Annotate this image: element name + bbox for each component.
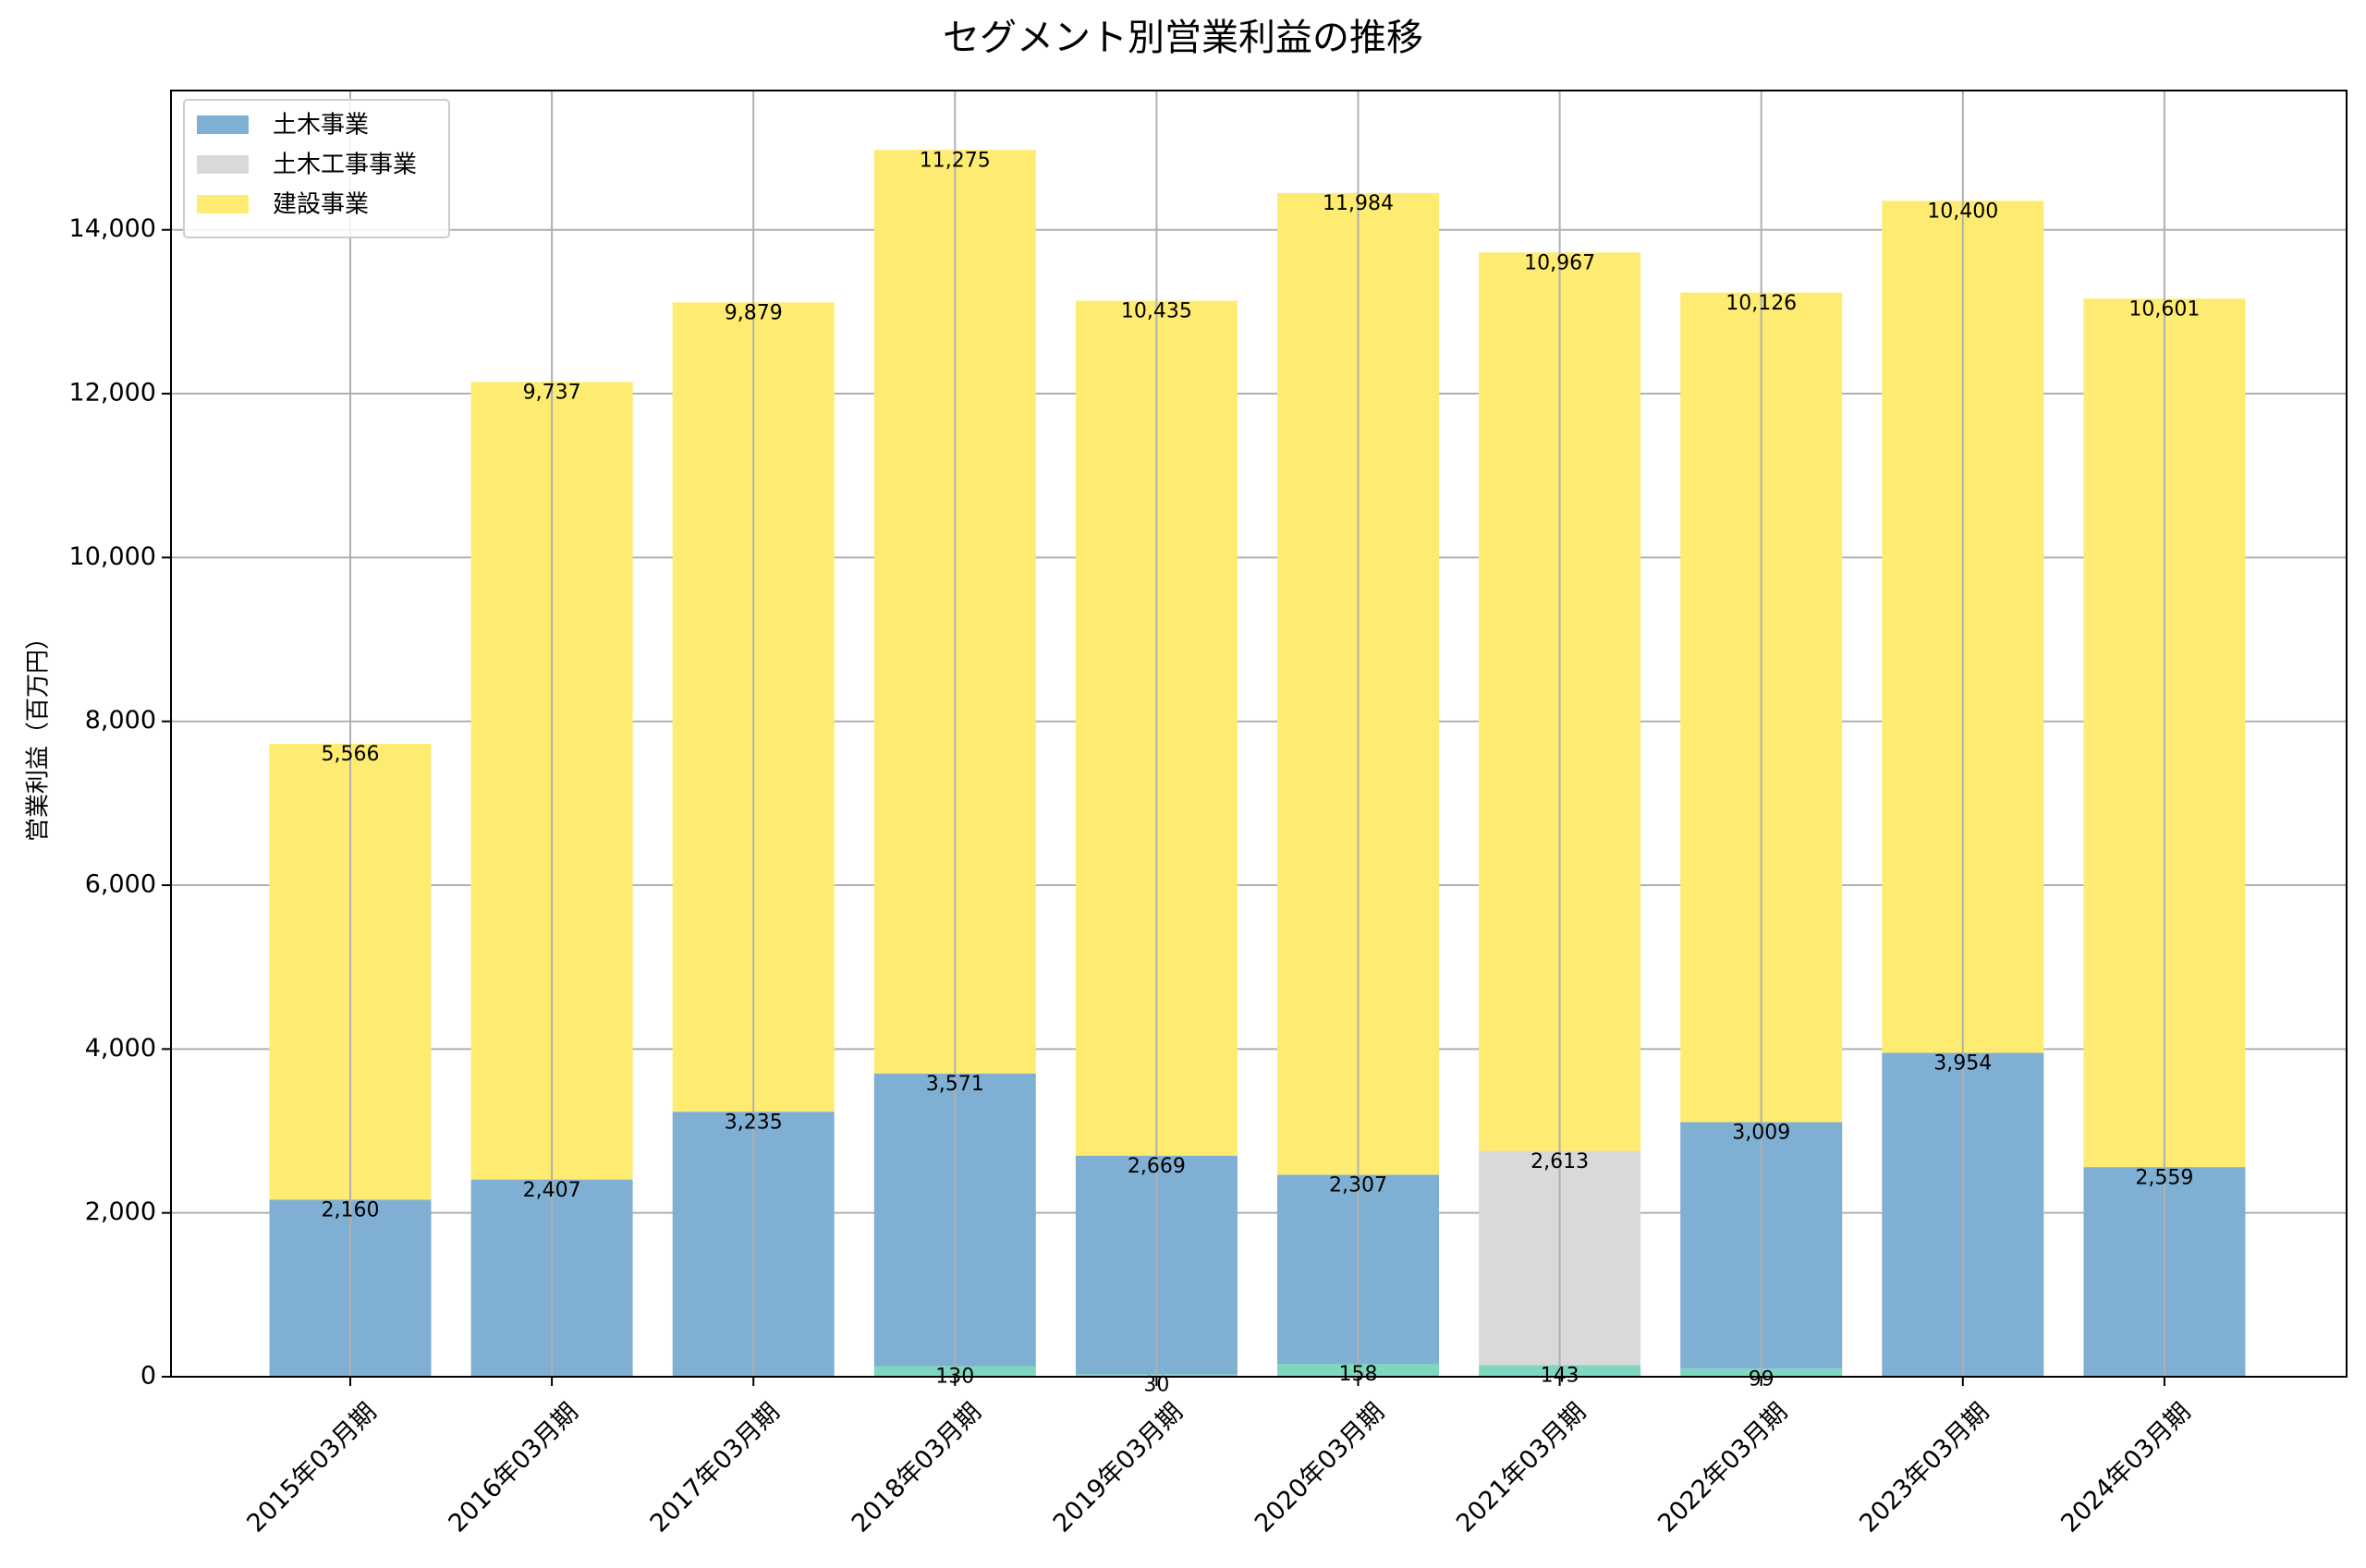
data-label-doboku: 3,571 xyxy=(926,1073,984,1096)
data-label-kensetsu: 10,400 xyxy=(1927,201,1998,224)
data-labels: 130 30 158 143 992,1602,4073,2353,5712,6692,… xyxy=(322,149,2201,1396)
x-tick-label: 2016年03月期 xyxy=(444,1398,584,1538)
data-label-dobokukouji: 2,613 xyxy=(1531,1150,1589,1173)
y-tick-label: 0 xyxy=(140,1362,156,1391)
data-label-doboku: 2,160 xyxy=(322,1199,380,1222)
data-label-doboku: 2,669 xyxy=(1128,1155,1186,1178)
data-label-doboku: 3,954 xyxy=(1933,1052,1992,1076)
legend-swatch-dobokukouji xyxy=(197,155,249,174)
legend-label-kensetsu: 建設事業 xyxy=(273,191,369,219)
legend-label-dobokukouji: 土木工事事業 xyxy=(273,152,417,179)
y-tick-label: 12,000 xyxy=(69,379,156,407)
y-tick-label: 10,000 xyxy=(69,542,156,571)
data-label-doboku: 2,407 xyxy=(523,1179,581,1202)
x-tick-label: 2015年03月期 xyxy=(241,1398,382,1538)
y-axis-label: 営業利益（百万円） xyxy=(25,626,53,842)
y-axis: 0 2,000 4,000 6,000 8,000 10,000 12,000 14,000 xyxy=(69,214,171,1391)
x-tick-label: 2021年03月期 xyxy=(1451,1398,1592,1538)
chart-title: セグメント別営業利益の推移 xyxy=(943,17,1423,59)
legend-swatch-kensetsu xyxy=(197,195,249,213)
x-tick-label: 2023年03月期 xyxy=(1854,1398,1994,1538)
legend-swatch-doboku xyxy=(197,115,249,134)
x-tick-label: 2022年03月期 xyxy=(1653,1398,1793,1538)
x-tick-label: 2020年03月期 xyxy=(1250,1398,1390,1538)
x-tick-label: 2018年03月期 xyxy=(847,1398,987,1538)
x-tick-label: 2024年03月期 xyxy=(2055,1398,2196,1538)
x-tick-label: 2017年03月期 xyxy=(645,1398,786,1538)
y-tick-label: 8,000 xyxy=(85,706,156,735)
data-label-kensetsu: 9,737 xyxy=(523,381,581,404)
y-tick-label: 14,000 xyxy=(69,214,156,243)
data-label-kensetsu: 11,984 xyxy=(1323,192,1394,215)
x-axis: 2015年03月期 2016年03月期 2017年03月期 2018年03月期 2019… xyxy=(241,1377,2196,1538)
data-label-doboku: 3,009 xyxy=(1732,1122,1790,1145)
y-tick-label: 4,000 xyxy=(85,1034,156,1063)
y-tick-label: 6,000 xyxy=(85,870,156,899)
data-label-kensetsu: 5,566 xyxy=(322,743,380,766)
x-tick-label: 2019年03月期 xyxy=(1048,1398,1189,1538)
data-label-doboku: 3,235 xyxy=(725,1111,783,1134)
plot-frame xyxy=(170,90,2348,1378)
data-label-kensetsu: 10,967 xyxy=(1524,251,1595,274)
legend-frame xyxy=(183,99,450,238)
data-label-doboku: 2,307 xyxy=(1329,1174,1387,1197)
vertical-grid xyxy=(349,91,2165,1377)
data-label-kensetsu: 10,601 xyxy=(2128,298,2200,321)
data-label-kensetsu: 10,435 xyxy=(1121,300,1192,323)
data-label-kensetsu: 10,126 xyxy=(1726,292,1797,315)
data-label-kensetsu: 9,879 xyxy=(725,301,783,324)
data-label-doboku: 2,559 xyxy=(2135,1166,2193,1189)
y-tick-label: 2,000 xyxy=(85,1197,156,1226)
data-label-kensetsu: 11,275 xyxy=(920,149,991,172)
legend-label-doboku: 土木事業 xyxy=(273,112,369,140)
